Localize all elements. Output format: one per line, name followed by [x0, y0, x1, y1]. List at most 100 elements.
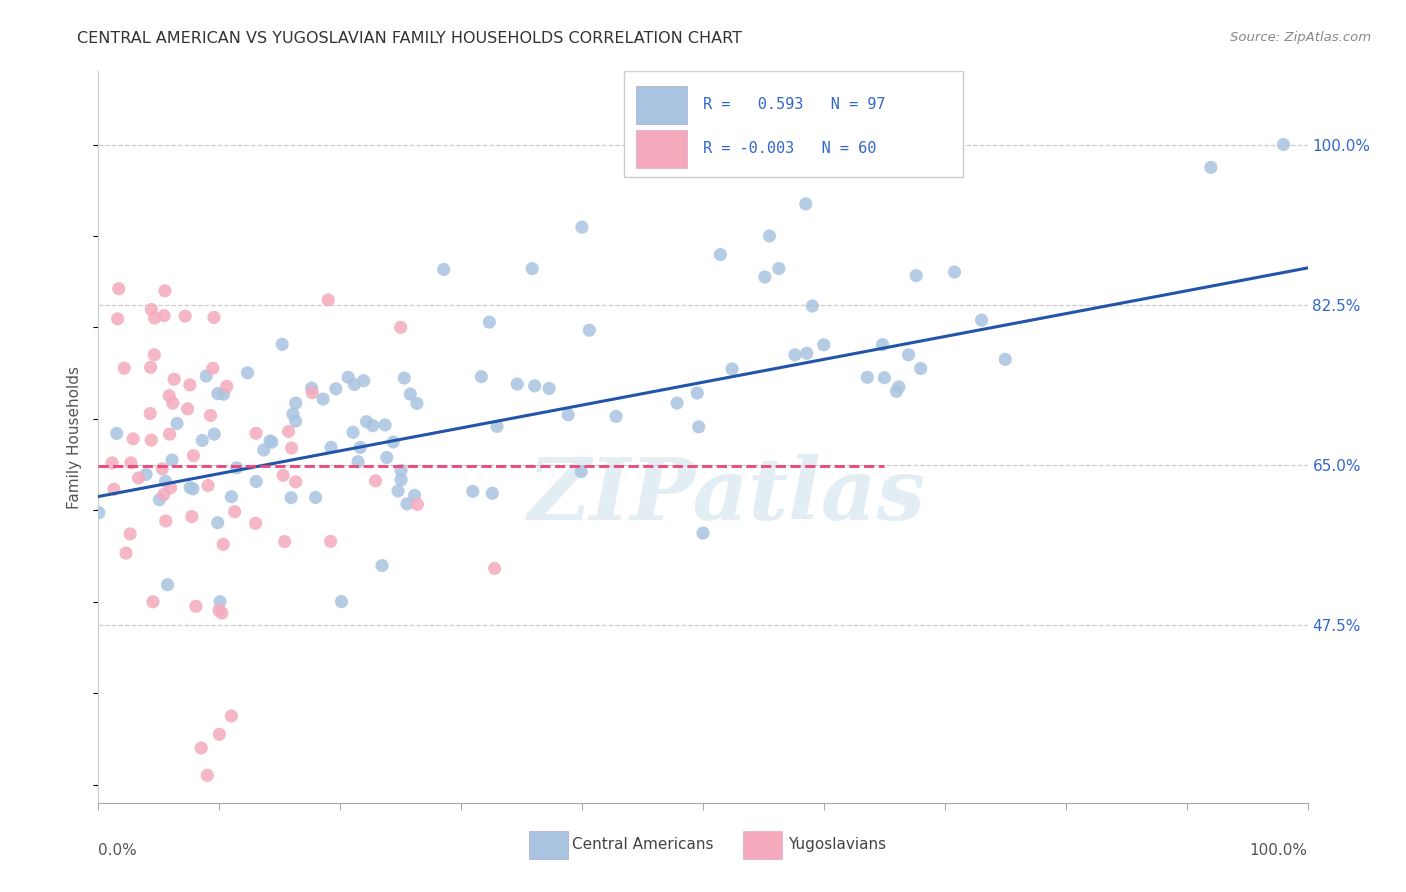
Point [316, 293, 339, 307]
Point [245, 426, 267, 441]
Point [190, 740, 212, 755]
Point [179, 481, 201, 495]
Point [115, 546, 138, 560]
Point [139, 407, 162, 421]
FancyBboxPatch shape [624, 71, 963, 178]
Point [389, 473, 412, 487]
Point [122, 432, 145, 446]
Point [280, 491, 302, 505]
FancyBboxPatch shape [637, 86, 688, 124]
Point [141, 302, 163, 317]
FancyBboxPatch shape [529, 830, 568, 859]
Point [87, 506, 110, 520]
Point [382, 435, 405, 450]
FancyBboxPatch shape [637, 130, 688, 168]
Point [184, 599, 207, 614]
Point [183, 449, 205, 463]
Point [191, 434, 214, 448]
Point [157, 389, 180, 403]
Point [768, 261, 790, 276]
Point [221, 709, 243, 723]
Point [538, 381, 561, 395]
Point [156, 577, 179, 591]
Point [224, 505, 246, 519]
Point [148, 492, 170, 507]
Point [155, 475, 177, 489]
Point [394, 371, 416, 385]
Point [578, 323, 600, 337]
Point [356, 415, 378, 429]
Point [284, 396, 307, 410]
Point [153, 284, 176, 298]
Point [569, 465, 592, 479]
Point [195, 369, 218, 384]
Point [349, 441, 371, 455]
Point [201, 361, 224, 376]
Point [754, 269, 776, 284]
Point [709, 247, 731, 261]
Point [202, 427, 225, 442]
Point [721, 362, 744, 376]
Point [162, 396, 184, 410]
Text: Source: ZipAtlas.com: Source: ZipAtlas.com [1230, 31, 1371, 45]
Point [433, 262, 456, 277]
Text: 100.0%: 100.0% [1250, 843, 1308, 858]
Point [301, 381, 323, 395]
Point [166, 417, 188, 431]
Point [389, 320, 412, 334]
Point [571, 220, 593, 235]
Point [470, 369, 492, 384]
Point [176, 401, 198, 416]
Point [1199, 161, 1222, 175]
Point [342, 425, 364, 440]
Point [163, 372, 186, 386]
Point [103, 483, 125, 497]
Point [281, 407, 304, 421]
Point [195, 768, 218, 782]
Point [557, 408, 579, 422]
Point [301, 385, 323, 400]
Point [364, 474, 387, 488]
Point [794, 197, 817, 211]
Point [259, 434, 281, 448]
Point [159, 481, 181, 495]
Point [174, 309, 197, 323]
Point [277, 425, 299, 439]
Point [485, 419, 508, 434]
Text: R =   0.593   N = 97: R = 0.593 N = 97 [703, 96, 886, 112]
Point [211, 606, 233, 620]
Point [387, 483, 409, 498]
Point [180, 509, 202, 524]
Point [202, 310, 225, 325]
Point [153, 487, 176, 501]
Point [153, 309, 176, 323]
Point [506, 377, 529, 392]
Point [143, 348, 166, 362]
Point [686, 386, 709, 401]
Point [783, 348, 806, 362]
Point [284, 475, 307, 489]
Point [374, 417, 396, 432]
Point [200, 409, 222, 423]
Point [523, 379, 546, 393]
Point [396, 497, 419, 511]
Point [155, 514, 177, 528]
Point [330, 594, 353, 608]
Point [245, 475, 267, 489]
Point [873, 370, 896, 384]
Point [319, 440, 342, 454]
Point [107, 282, 129, 296]
Point [215, 379, 238, 393]
Point [994, 352, 1017, 367]
Point [135, 467, 157, 482]
Point [813, 338, 835, 352]
Point [159, 427, 181, 442]
Point [970, 313, 993, 327]
Point [142, 595, 165, 609]
Point [260, 435, 283, 450]
Point [120, 456, 142, 470]
Point [404, 488, 426, 502]
Point [1272, 137, 1295, 152]
Point [347, 455, 370, 469]
Point [312, 392, 335, 406]
